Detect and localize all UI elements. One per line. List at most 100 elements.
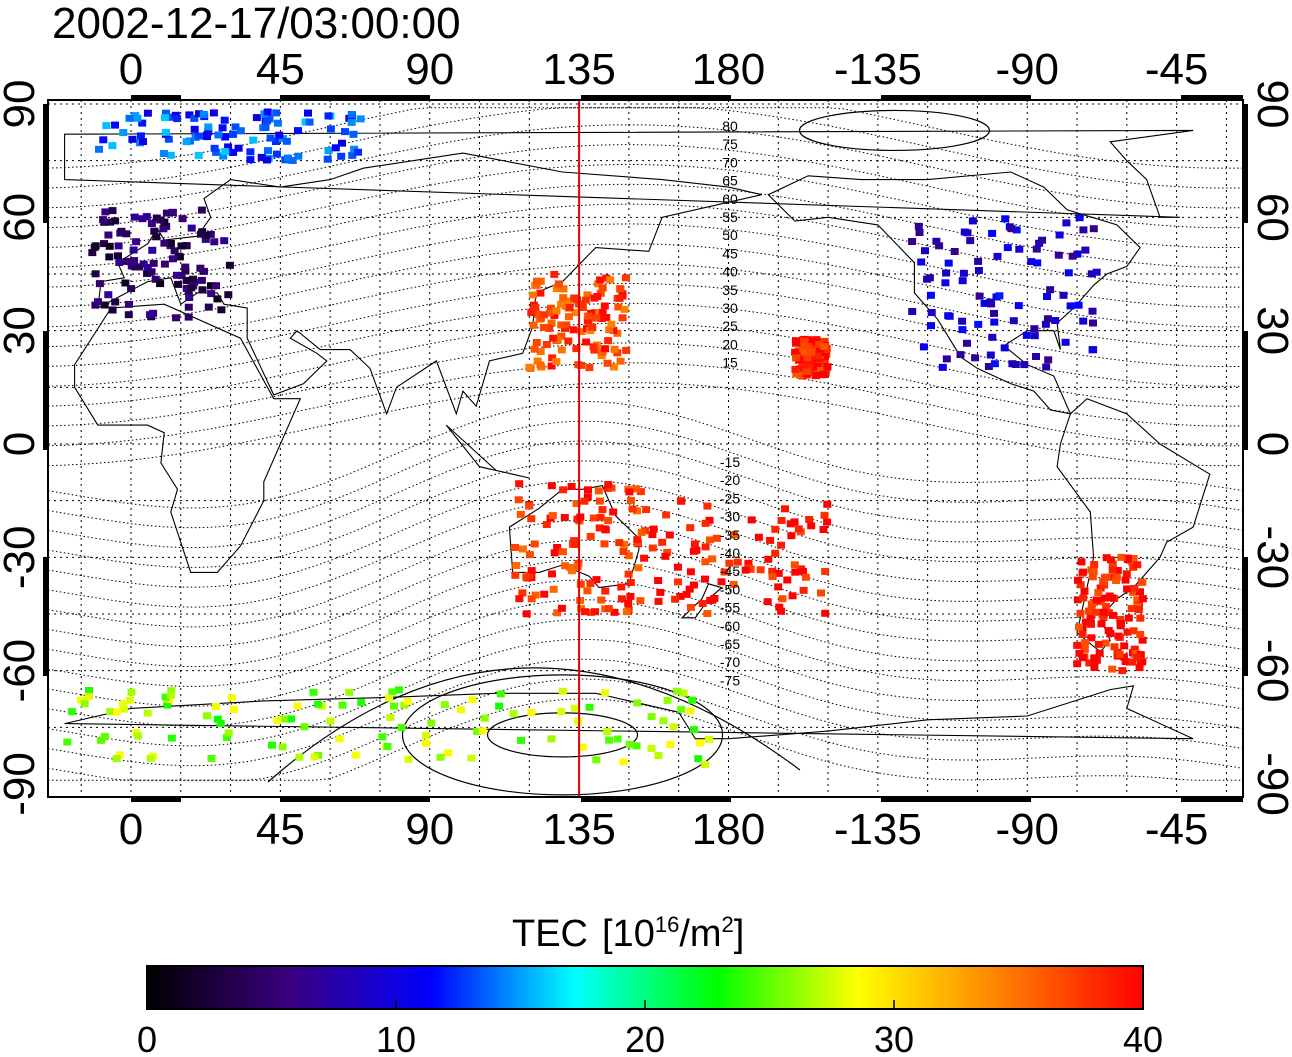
- tec-dot: [495, 702, 504, 710]
- tec-observations: [63, 108, 1147, 768]
- lon-label-top: 135: [542, 45, 615, 94]
- tec-dot: [799, 568, 807, 575]
- tec-dot: [663, 548, 672, 556]
- tec-dot: [823, 518, 832, 526]
- contour-label: -60: [720, 618, 740, 634]
- tec-dot: [656, 588, 665, 596]
- tec-dot: [1132, 650, 1141, 657]
- tec-dot: [224, 143, 233, 151]
- tec-dot: [169, 255, 177, 263]
- tec-dot: [604, 605, 613, 613]
- tec-dot: [400, 701, 409, 709]
- tec-dot: [1061, 338, 1070, 346]
- tec-dot: [525, 551, 534, 559]
- tec-dot: [601, 345, 610, 353]
- tec-dot: [1122, 570, 1131, 578]
- tec-dot: [249, 136, 258, 144]
- tec-dot: [1096, 598, 1105, 606]
- map-title: 2002-12-17/03:00:00: [52, 0, 461, 48]
- tec-dot: [536, 348, 545, 356]
- tec-dot: [908, 238, 917, 245]
- tec-dot: [550, 549, 559, 557]
- tec-dot: [553, 336, 562, 344]
- tec-dot: [170, 247, 179, 255]
- tec-dot: [263, 108, 272, 116]
- tec-dot: [403, 697, 412, 705]
- tec-dot: [533, 310, 542, 318]
- tec-dot: [175, 253, 184, 261]
- lon-label-top: 180: [692, 45, 765, 94]
- tec-dot: [1075, 649, 1084, 657]
- tec-dot: [1124, 614, 1133, 622]
- tec-dot: [558, 548, 567, 556]
- tec-dot: [273, 716, 282, 724]
- tec-dot: [300, 723, 309, 731]
- tec-dot: [99, 216, 108, 224]
- tec-dot: [136, 132, 145, 140]
- tec-dot: [692, 546, 701, 554]
- tec-dot: [598, 506, 607, 514]
- frame-bar-right: [1243, 557, 1248, 676]
- tec-dot: [115, 259, 124, 266]
- frame-bar-bottom: [881, 797, 1031, 802]
- tec-dot: [1055, 231, 1064, 239]
- tec-dot: [1118, 667, 1127, 675]
- tec-dot: [515, 595, 524, 603]
- tec-dot: [966, 237, 975, 245]
- tec-dot: [679, 689, 688, 697]
- tec-dot: [212, 148, 221, 156]
- tec-dot: [823, 363, 832, 371]
- tec-dot: [125, 114, 134, 122]
- tec-dot: [958, 277, 967, 285]
- tec-dot: [1078, 630, 1087, 638]
- tec-dot: [710, 595, 719, 602]
- tec-dot: [217, 306, 226, 314]
- tec-dot: [584, 486, 592, 494]
- tec-dot: [347, 111, 356, 118]
- tec-dot: [533, 357, 542, 365]
- tec-dot: [67, 708, 76, 716]
- tec-dot: [576, 580, 585, 588]
- contour-label: -30: [720, 509, 740, 525]
- tec-dot: [221, 148, 230, 156]
- frame-bar-bottom: [280, 797, 430, 802]
- tec-dot: [164, 135, 173, 143]
- tec-dot: [278, 743, 287, 751]
- tec-dot: [527, 595, 536, 603]
- tec-dot: [545, 309, 554, 317]
- tec-dot: [1059, 291, 1068, 299]
- tec-dot: [1000, 344, 1009, 352]
- tec-dot: [1080, 639, 1089, 647]
- contour-label: 45: [722, 245, 738, 261]
- tec-dot: [529, 291, 538, 299]
- contour-line: [48, 539, 1243, 648]
- tec-dot: [115, 751, 124, 759]
- tec-dot: [1081, 246, 1090, 254]
- tec-dot: [480, 714, 489, 722]
- tec-dot: [174, 280, 183, 288]
- tec-dot: [986, 298, 995, 306]
- tec-dot: [570, 537, 579, 545]
- tec-dot: [1085, 659, 1094, 667]
- tec-dot: [661, 552, 670, 560]
- tec-dot: [557, 300, 566, 308]
- tec-dot: [166, 151, 175, 159]
- tec-dot: [796, 365, 805, 373]
- tec-dot: [603, 728, 612, 735]
- tec-dot: [817, 367, 826, 374]
- tec-dot: [1079, 568, 1088, 576]
- tec-dot: [596, 513, 605, 521]
- tec-dot: [207, 282, 215, 290]
- tec-dot: [203, 133, 211, 141]
- tec-dot: [177, 242, 186, 250]
- tec-dot: [440, 701, 449, 709]
- tec-dot: [1123, 554, 1132, 562]
- tec-dot: [725, 559, 734, 567]
- lon-label-bottom: 180: [692, 805, 765, 854]
- tec-dot: [105, 253, 114, 261]
- tec-dot: [564, 297, 573, 305]
- tec-dot: [685, 585, 694, 593]
- tec-dot: [97, 736, 106, 744]
- tec-dot: [378, 733, 387, 741]
- tec-dot: [677, 497, 686, 505]
